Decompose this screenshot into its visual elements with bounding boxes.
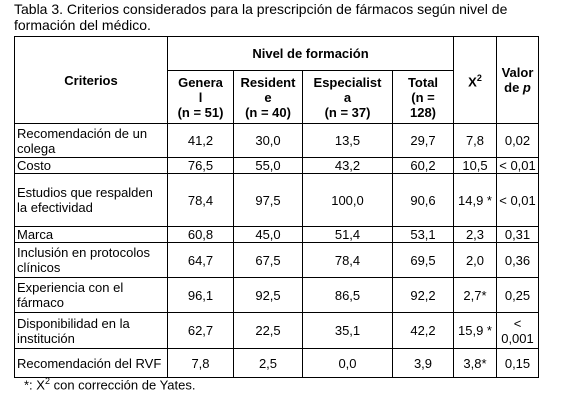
header-general: Genera l (n = 51): [167, 70, 234, 124]
cell-criterio: Marca: [14, 226, 168, 243]
cell-especialista: 13,5: [302, 123, 393, 158]
cell-chi2: 10,5: [453, 157, 497, 174]
cell-valor-p: < 0,001: [496, 312, 539, 349]
cell-especialista: 35,1: [302, 312, 393, 349]
cell-valor-p: 0,36: [496, 242, 539, 278]
cell-total: 90,6: [392, 173, 454, 227]
cell-valor-p: < 0,01: [496, 173, 539, 227]
cell-criterio: Estudios que respalden la efectividad: [14, 173, 168, 227]
table-body: Recomendación de un colega 41,2 30,0 13,5 29…: [14, 123, 539, 378]
table-row: Costo 76,5 55,0 43,2 60,2 10,5 < 0,01: [14, 157, 539, 174]
cell-total: 29,7: [392, 123, 454, 158]
footnote: *: X2 con corrección de Yates.: [24, 376, 196, 393]
table-row: Experiencia con el fármaco 96,1 92,5 86,5 92…: [14, 277, 539, 313]
header-total: Total (n = 128): [392, 70, 454, 124]
cell-chi2: 7,8: [453, 123, 497, 158]
cell-total: 53,1: [392, 226, 454, 243]
cell-criterio: Inclusión en protocolos clínicos: [14, 242, 168, 278]
table-row: Recomendación del RVF 7,8 2,5 0,0 3,9 3,8* 0,1…: [14, 348, 539, 378]
cell-especialista: 43,2: [302, 157, 393, 174]
cell-total: 69,5: [392, 242, 454, 278]
cell-residente: 30,0: [233, 123, 303, 158]
header-criterios: Criterios: [14, 36, 168, 124]
results-table: Criterios Nivel de formación X2 Valor de …: [14, 36, 539, 378]
cell-residente: 97,5: [233, 173, 303, 227]
cell-valor-p: 0,02: [496, 123, 539, 158]
cell-criterio: Costo: [14, 157, 168, 174]
cell-criterio: Experiencia con el fármaco: [14, 277, 168, 313]
cell-general: 60,8: [167, 226, 234, 243]
table-row: Recomendación de un colega 41,2 30,0 13,5 29…: [14, 123, 539, 158]
table-row: Estudios que respalden la efectividad 78,…: [14, 173, 539, 227]
table-row: Inclusión en protocolos clínicos 64,7 67,5…: [14, 242, 539, 278]
header-especialista: Especialist a (n = 37): [302, 70, 393, 124]
cell-chi2: 2,3: [453, 226, 497, 243]
cell-total: 60,2: [392, 157, 454, 174]
cell-total: 92,2: [392, 277, 454, 313]
cell-general: 7,8: [167, 348, 234, 378]
cell-general: 62,7: [167, 312, 234, 349]
header-residente: Resident e (n = 40): [233, 70, 303, 124]
cell-chi2: 2,0: [453, 242, 497, 278]
cell-valor-p: < 0,01: [496, 157, 539, 174]
header-valor-p: Valor de p: [496, 36, 539, 124]
cell-general: 64,7: [167, 242, 234, 278]
header-nivel-formacion: Nivel de formación: [167, 36, 454, 71]
table-row: Marca 60,8 45,0 51,4 53,1 2,3 0,31: [14, 226, 539, 243]
cell-valor-p: 0,31: [496, 226, 539, 243]
cell-residente: 45,0: [233, 226, 303, 243]
cell-total: 3,9: [392, 348, 454, 378]
cell-valor-p: 0,25: [496, 277, 539, 313]
cell-chi2: 2,7*: [453, 277, 497, 313]
cell-residente: 92,5: [233, 277, 303, 313]
cell-criterio: Recomendación de un colega: [14, 123, 168, 158]
cell-chi2: 3,8*: [453, 348, 497, 378]
cell-residente: 22,5: [233, 312, 303, 349]
cell-residente: 2,5: [233, 348, 303, 378]
cell-general: 78,4: [167, 173, 234, 227]
cell-especialista: 51,4: [302, 226, 393, 243]
cell-residente: 55,0: [233, 157, 303, 174]
cell-valor-p: 0,15: [496, 348, 539, 378]
cell-especialista: 0,0: [302, 348, 393, 378]
cell-total: 42,2: [392, 312, 454, 349]
header-chi2: X2: [453, 36, 497, 124]
cell-chi2: 15,9 *: [453, 312, 497, 349]
cell-especialista: 78,4: [302, 242, 393, 278]
cell-especialista: 86,5: [302, 277, 393, 313]
cell-general: 41,2: [167, 123, 234, 158]
table-caption: Tabla 3. Criterios considerados para la …: [14, 1, 508, 33]
cell-general: 96,1: [167, 277, 234, 313]
cell-criterio: Disponibilidad en la institución: [14, 312, 168, 349]
cell-residente: 67,5: [233, 242, 303, 278]
cell-general: 76,5: [167, 157, 234, 174]
cell-especialista: 100,0: [302, 173, 393, 227]
table-row: Disponibilidad en la institución 62,7 22,5…: [14, 312, 539, 349]
cell-criterio: Recomendación del RVF: [14, 348, 168, 378]
cell-chi2: 14,9 *: [453, 173, 497, 227]
